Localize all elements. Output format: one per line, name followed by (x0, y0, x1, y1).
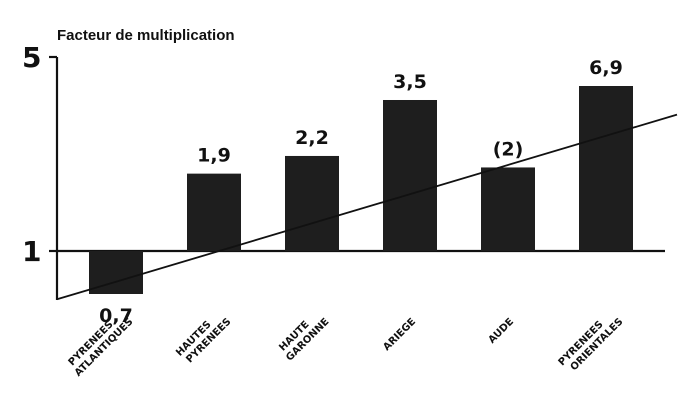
data-label: 3,5 (393, 71, 427, 93)
value-labels: 0,7 1,9 2,2 3,5 (2) 6,9 (99, 57, 623, 327)
x-tick-label: AUDE (487, 316, 517, 346)
bar (579, 86, 633, 251)
bar (285, 155, 339, 251)
data-label: 0,7 (99, 305, 133, 327)
data-label: 6,9 (589, 57, 623, 79)
y-ticks: 51 (22, 41, 57, 268)
data-label: 1,9 (197, 145, 231, 167)
x-tick-label: PYRENEESORIENTALES (557, 308, 626, 377)
bars (89, 86, 633, 294)
bar (481, 167, 535, 251)
data-label: 2,2 (295, 127, 329, 149)
y-tick-label: 1 (22, 235, 41, 268)
trend-line (56, 113, 678, 301)
x-tick-label: HAUTEGARONNE (276, 308, 332, 364)
category-labels: PYRENEESATLANTIQUES HAUTESPYRENEES HAUTEGA… (67, 308, 626, 379)
y-tick-label: 5 (22, 41, 41, 74)
bar (383, 99, 437, 252)
bar (187, 173, 241, 251)
x-tick-label: ARIEGE (381, 316, 418, 353)
data-label: (2) (493, 138, 524, 160)
y-axis-label: Facteur de multiplication (57, 27, 235, 44)
x-tick-label: HAUTESPYRENEES (174, 308, 233, 367)
